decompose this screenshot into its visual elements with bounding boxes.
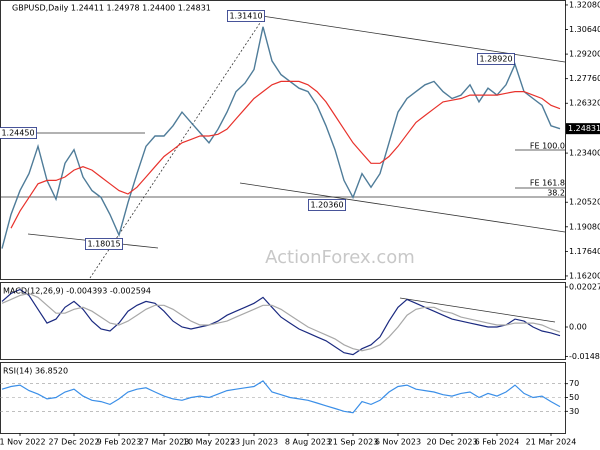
y-tick-label: 1.23400 [569, 149, 600, 158]
last-price-label: 1.24831 [568, 124, 600, 133]
y-tick-label: 1.26320 [569, 99, 600, 108]
y-tick-label: 1.16200 [569, 271, 600, 280]
y-tick-label: 1.29200 [569, 50, 600, 59]
macd-trendline [399, 297, 556, 323]
panel-title: RSI(14) 36.8520 [3, 367, 68, 376]
y-tick-label: -0.014877 [569, 352, 600, 361]
layout [0, 0, 566, 434]
y-tick-label: 1.17640 [569, 247, 600, 256]
annotation-box [0, 127, 37, 139]
y-tick-label: 0.00 [569, 323, 587, 332]
annotation: 1.24450 [1, 129, 34, 138]
annotation-box [85, 238, 123, 250]
channel-lower [239, 182, 566, 233]
watermark: ActionForex.com [265, 247, 415, 268]
y-tick-label: 70 [569, 379, 579, 388]
y-tick-label: 50 [569, 393, 579, 402]
x-tick-label: 23 Jun 2023 [230, 438, 278, 447]
y-tick-label: 0.02027 [569, 283, 600, 292]
y-tick-label: 1.30640 [569, 25, 600, 34]
annotation: 1.28920 [479, 55, 512, 64]
series-line [1, 26, 561, 249]
annotation: FE 100.0 [530, 142, 565, 151]
y-tick-label: 30 [569, 407, 579, 416]
annotation-box [227, 10, 265, 22]
annotation-box [308, 199, 346, 211]
y-tick-label: 1.27760 [569, 74, 600, 83]
series-line [1, 288, 561, 356]
x-tick-label: 27 Mar 2023 [139, 438, 190, 447]
x-tick-label: 11 Nov 2022 [0, 438, 46, 447]
panel-title: MACD(12,26,9) -0.004393 -0.002594 [3, 287, 151, 296]
annotation: FE 161.8 [530, 179, 565, 188]
x-tick-label: 6 Nov 2023 [375, 438, 421, 447]
series-line [10, 80, 561, 229]
annotation: 1.18015 [87, 240, 120, 249]
y-tick-label: 1.19080 [569, 222, 600, 231]
price-panel [0, 0, 566, 280]
x-tick-label: 8 Aug 2023 [285, 438, 331, 447]
x-tick-label: 6 Feb 2024 [475, 438, 520, 447]
series-line [1, 292, 561, 352]
x-tick-label: 21 Sep 2023 [328, 438, 379, 447]
last-price-box [566, 123, 600, 135]
annotation-box [477, 53, 515, 65]
x-tick-label: 9 Feb 2023 [97, 438, 142, 447]
annotation: 1.31410 [229, 12, 262, 21]
x-tick-label: 10 May 2023 [183, 438, 235, 447]
y-tick-label: 1.20520 [569, 198, 600, 207]
x-tick-label: 27 Dec 2022 [48, 438, 99, 447]
rsi-panel [0, 362, 566, 434]
annotation: 38.2 [547, 189, 565, 198]
x-tick-label: 20 Dec 2023 [426, 438, 477, 447]
panel-title: GBPUSD,Daily 1.24411 1.24978 1.24400 1.2… [12, 4, 211, 13]
annotation: 1.20360 [310, 201, 343, 210]
y-tick-label: 1.32080 [569, 0, 600, 9]
macd-panel [0, 282, 566, 360]
x-tick-label: 21 Mar 2024 [526, 438, 577, 447]
series-line [1, 380, 561, 414]
